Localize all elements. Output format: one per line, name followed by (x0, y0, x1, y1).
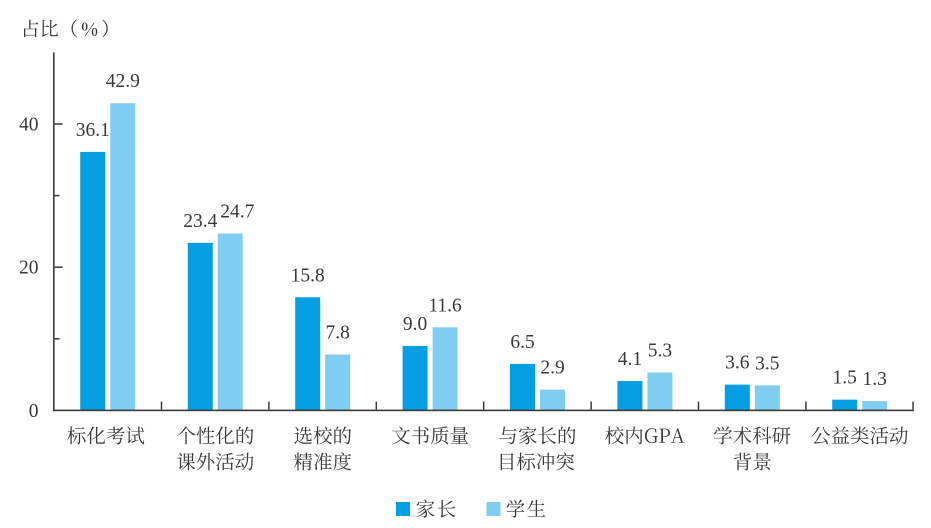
svg-text:1.5: 1.5 (833, 368, 857, 389)
svg-text:20: 20 (19, 258, 39, 279)
svg-text:23.4: 23.4 (183, 211, 217, 232)
svg-text:4.1: 4.1 (618, 349, 642, 370)
svg-text:1.3: 1.3 (863, 369, 887, 390)
svg-text:9.0: 9.0 (403, 314, 427, 335)
svg-text:11.6: 11.6 (428, 295, 462, 316)
svg-text:42.9: 42.9 (106, 71, 140, 92)
svg-text:2.9: 2.9 (540, 358, 564, 379)
svg-text:36.1: 36.1 (76, 120, 110, 141)
svg-text:0: 0 (29, 401, 39, 422)
svg-text:5.3: 5.3 (648, 340, 672, 361)
svg-text:24.7: 24.7 (220, 202, 254, 223)
svg-text:3.6: 3.6 (725, 353, 750, 374)
svg-text:15.8: 15.8 (291, 265, 325, 286)
svg-text:6.5: 6.5 (510, 332, 534, 353)
svg-text:40: 40 (19, 114, 39, 135)
svg-text:3.5: 3.5 (755, 353, 779, 374)
svg-text:7.8: 7.8 (326, 323, 350, 344)
